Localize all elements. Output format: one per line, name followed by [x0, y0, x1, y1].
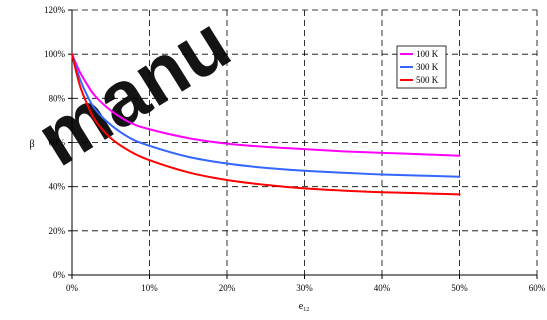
axes [68, 9, 538, 279]
x-tick-label: 0% [66, 283, 79, 293]
watermark: manu [21, 0, 244, 183]
legend-label-300-k: 300 K [416, 62, 439, 72]
y-tick-label: 120% [44, 5, 66, 15]
x-tick-label: 10% [141, 283, 158, 293]
y-tick-label: 100% [44, 49, 66, 59]
series-line-500-k [71, 53, 461, 196]
y-tick-label: 60% [49, 138, 66, 148]
x-axis-label: e12 [299, 301, 309, 313]
grid [72, 9, 538, 275]
y-tick-label: 40% [49, 182, 66, 192]
y-tick-label: 80% [49, 93, 66, 103]
series-line-300-k [71, 53, 461, 178]
x-tick-label: 30% [296, 283, 313, 293]
legend-label-100-k: 100 K [416, 49, 439, 59]
tick-labels: 0% 20% 40% 60% 80% 100% 120% 0% 10% 20% 30% 40% 50% 6… [44, 5, 546, 293]
y-axis-label: β [29, 139, 34, 150]
x-tick-label: 20% [219, 283, 236, 293]
legend-label-500-k: 500 K [416, 75, 439, 85]
series-line-100-k [71, 53, 461, 157]
y-tick-label: 0% [53, 270, 66, 280]
x-tick-label: 60% [529, 283, 546, 293]
y-tick-label: 20% [49, 226, 66, 236]
legend: 100 K 300 K 500 K [396, 45, 447, 89]
x-tick-label: 50% [451, 283, 468, 293]
x-tick-label: 40% [374, 283, 391, 293]
series-group [71, 53, 461, 196]
